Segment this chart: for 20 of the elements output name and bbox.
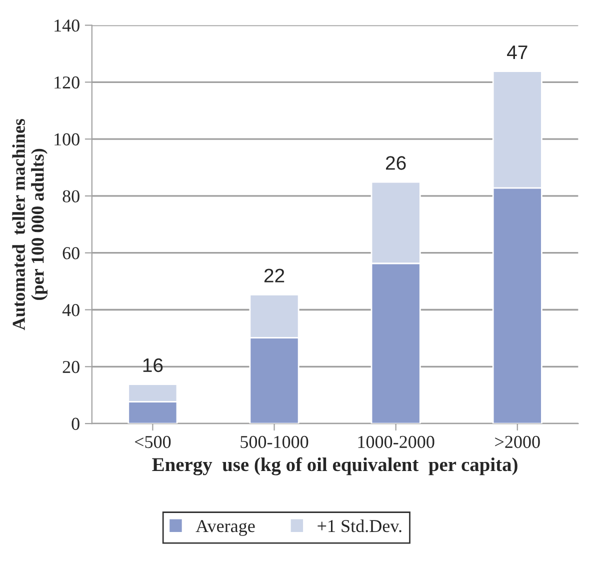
x-tick-label: >2000	[495, 436, 540, 448]
annotation: 16	[143, 358, 163, 372]
x-tick-label: 500-1000	[240, 436, 308, 448]
y-tick-label: 60	[62, 247, 80, 260]
y-tick-label: 120	[54, 76, 80, 89]
annotation: 47	[507, 46, 528, 59]
y-tick-label: 0	[72, 418, 80, 430]
annotation: 26	[386, 156, 406, 170]
x-tick-label: <500	[134, 436, 171, 448]
y-tick-label: 140	[54, 20, 80, 32]
y-tick-label: 80	[62, 190, 80, 202]
y-tick-label: 20	[62, 360, 80, 374]
y-tick-label: 100	[54, 133, 80, 146]
x-tick-label: 1000-2000	[358, 436, 434, 448]
legend-label: Average	[196, 520, 255, 536]
legend-label: +1 Std.Dev.	[318, 519, 402, 532]
annotation: 22	[264, 268, 284, 282]
x-axis-title: Energy use (kg of oil equivalent per capita)	[152, 457, 518, 476]
y-axis-title: Automated teller machines (per 100 000 adults)	[12, 118, 48, 330]
y-tick-label: 40	[62, 304, 80, 316]
